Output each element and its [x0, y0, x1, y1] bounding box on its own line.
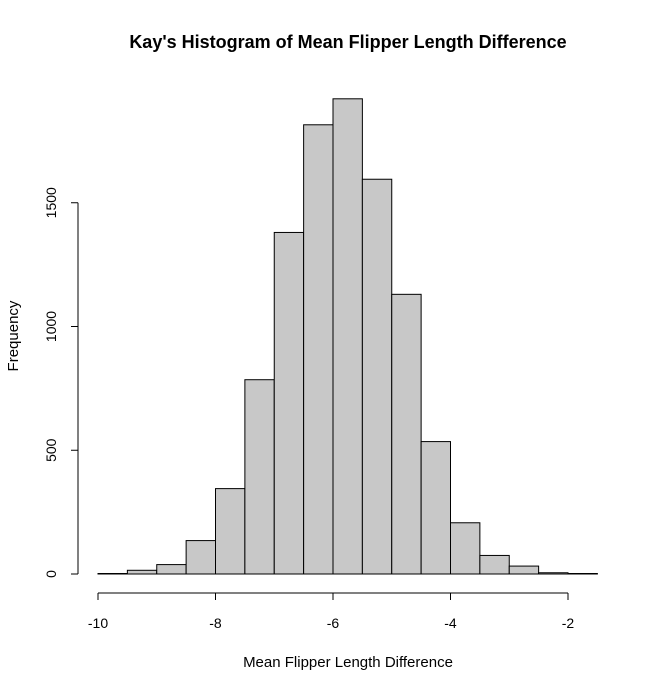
chart-title: Kay's Histogram of Mean Flipper Length D…	[129, 32, 566, 52]
histogram-bar	[126, 569, 158, 575]
x-axis-label: Mean Flipper Length Difference	[243, 654, 453, 671]
histogram-bar	[420, 441, 451, 575]
histogram-bar	[185, 540, 216, 575]
x-tick-label: -2	[562, 615, 575, 631]
histogram-bar	[450, 522, 481, 575]
x-tick-label: -8	[209, 615, 222, 631]
histogram-bar	[303, 124, 334, 575]
y-tick-label: 500	[43, 438, 59, 462]
histogram-bar	[273, 231, 305, 575]
y-tick-label: 0	[43, 570, 59, 578]
histogram-bar	[332, 98, 363, 575]
x-tick-label: -4	[444, 615, 457, 631]
histogram-bar	[391, 293, 422, 575]
histogram-bar	[156, 564, 187, 575]
histogram-bar	[538, 572, 569, 575]
histogram-bar	[508, 565, 540, 575]
histogram-bar	[244, 379, 275, 575]
bars-group	[97, 98, 598, 575]
histogram-bar	[215, 488, 246, 575]
y-axis: 0 500 1000 1500	[43, 187, 79, 578]
y-tick-label: 1500	[43, 187, 59, 218]
y-axis-label: Frequency	[5, 300, 22, 371]
x-axis: -10 -8 -6 -4 -2	[88, 592, 575, 631]
histogram-bar	[479, 554, 510, 575]
x-tick-label: -6	[327, 615, 340, 631]
histogram-bar	[361, 178, 393, 575]
y-tick-label: 1000	[43, 311, 59, 342]
x-tick-label: -10	[88, 615, 108, 631]
